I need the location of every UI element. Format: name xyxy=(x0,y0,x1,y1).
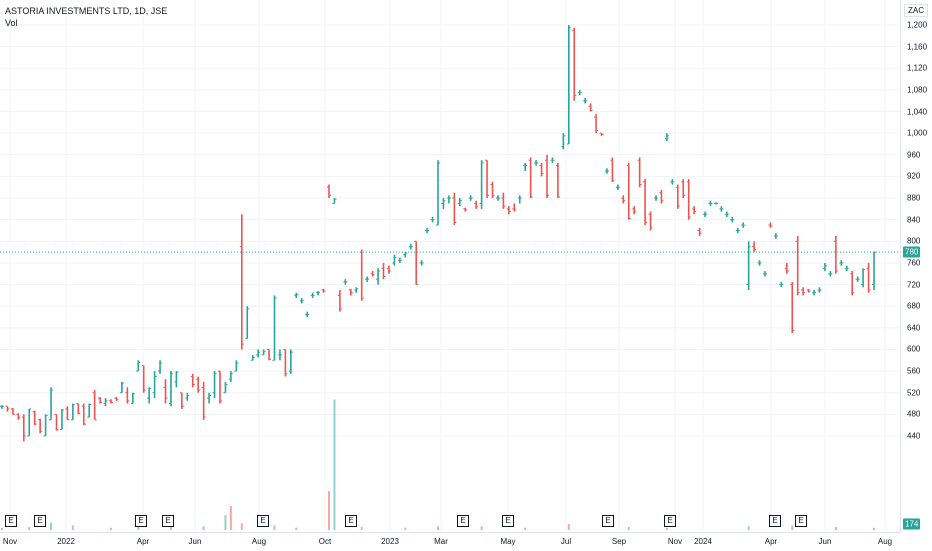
price-tick-label: 640 xyxy=(907,323,921,333)
time-tick-label: Jun xyxy=(188,537,202,546)
chart-area[interactable]: ASTORIA INVESTMENTS LTD, 1D, JSE Vol E E E… xyxy=(0,0,900,532)
volume-bar xyxy=(360,527,363,530)
volume-bar xyxy=(627,527,630,530)
symbol-title: ASTORIA INVESTMENTS LTD, 1D, JSE xyxy=(5,6,168,16)
volume-bar xyxy=(110,527,112,530)
time-tick-label: Nov xyxy=(2,537,18,546)
price-tick-label: 480 xyxy=(907,409,921,419)
earnings-marker[interactable]: E xyxy=(795,515,807,527)
time-tick-label: Nov xyxy=(667,537,683,546)
volume-bar xyxy=(137,526,140,530)
earnings-marker[interactable]: E xyxy=(257,515,269,527)
volume-bar xyxy=(50,522,53,530)
time-tick-label: Jul xyxy=(560,537,572,546)
volume-bar xyxy=(28,527,31,530)
time-tick-label: May xyxy=(500,537,516,546)
price-tick-label: 1,080 xyxy=(907,85,928,95)
volume-label: Vol xyxy=(5,18,18,28)
volume-bar xyxy=(295,527,298,530)
volume-bar xyxy=(1,527,3,530)
price-tick-label: 840 xyxy=(907,215,921,225)
earnings-marker[interactable]: E xyxy=(664,515,676,527)
time-tick-label: 2022 xyxy=(57,537,75,546)
volume-bar xyxy=(273,525,276,530)
volume-bar xyxy=(202,526,205,530)
volume-bar xyxy=(480,526,483,530)
time-tick-label: Oct xyxy=(318,537,332,546)
volume-bar xyxy=(404,527,407,530)
price-tick-label: 680 xyxy=(907,301,921,311)
volume-bar xyxy=(567,524,570,530)
price-axis[interactable]: ZAC 440 480 520 560 600 640 680 720 760 800 840 880… xyxy=(900,0,932,532)
time-tick-label: Jun xyxy=(818,537,832,546)
time-axis[interactable]: Nov 2022 Apr Jun Aug Oct 2023 Mar May Jul Sep Nov 20… xyxy=(0,532,900,551)
earnings-marker[interactable]: E xyxy=(769,515,781,527)
volume-bar xyxy=(791,525,794,530)
time-tick-label: Apr xyxy=(764,537,778,546)
price-tick-label: 1,120 xyxy=(907,63,928,73)
price-tick-label: 880 xyxy=(907,193,921,203)
last-volume-badge: 174 xyxy=(903,518,921,530)
price-tick-label: 560 xyxy=(907,366,921,376)
earnings-marker[interactable]: E xyxy=(345,515,357,527)
volume-bar xyxy=(873,527,875,530)
price-tick-label: 800 xyxy=(907,236,921,246)
volume-bar xyxy=(240,523,243,530)
price-chart[interactable] xyxy=(0,0,900,532)
time-tick-label: Aug xyxy=(877,537,893,546)
time-tick-label: Apr xyxy=(136,537,150,546)
earnings-marker[interactable]: E xyxy=(34,515,46,527)
volume-bar xyxy=(71,525,74,530)
volume-bar xyxy=(747,526,750,530)
price-tick-label: 960 xyxy=(907,150,921,160)
price-tick-label: 1,200 xyxy=(907,20,928,30)
price-tick-label: 760 xyxy=(907,258,921,268)
volume-bar xyxy=(169,527,172,530)
price-tick-label: 1,000 xyxy=(907,128,928,138)
currency-label[interactable]: ZAC xyxy=(904,4,928,17)
price-tick-label: 720 xyxy=(907,280,921,290)
last-price-badge: 780 xyxy=(903,246,921,258)
price-tick-label: 1,160 xyxy=(907,42,928,52)
earnings-marker[interactable]: E xyxy=(5,515,17,527)
volume-bar xyxy=(333,399,336,530)
volume-bar xyxy=(229,506,232,530)
volume-bar xyxy=(224,515,227,530)
earnings-marker[interactable]: E xyxy=(162,515,174,527)
time-tick-label: 2023 xyxy=(381,537,399,546)
volume-bar xyxy=(437,526,439,530)
chart-legend: ASTORIA INVESTMENTS LTD, 1D, JSE Vol xyxy=(5,5,167,29)
earnings-marker[interactable]: E xyxy=(135,515,147,527)
time-tick-label: Aug xyxy=(251,537,267,546)
price-tick-label: 1,040 xyxy=(907,107,928,117)
volume-bar xyxy=(328,491,330,530)
earnings-marker[interactable]: E xyxy=(602,515,614,527)
time-tick-label: 2024 xyxy=(694,537,712,546)
price-tick-label: 440 xyxy=(907,431,921,441)
price-tick-label: 920 xyxy=(907,171,921,181)
time-tick-label: Sep xyxy=(611,537,627,546)
earnings-marker[interactable]: E xyxy=(502,515,514,527)
volume-bar xyxy=(665,527,668,530)
earnings-marker[interactable]: E xyxy=(457,515,469,527)
volume-bar xyxy=(524,527,527,530)
price-tick-label: 600 xyxy=(907,344,921,354)
time-tick-label: Mar xyxy=(434,537,448,546)
price-tick-label: 520 xyxy=(907,388,921,398)
volume-bar xyxy=(834,527,837,530)
